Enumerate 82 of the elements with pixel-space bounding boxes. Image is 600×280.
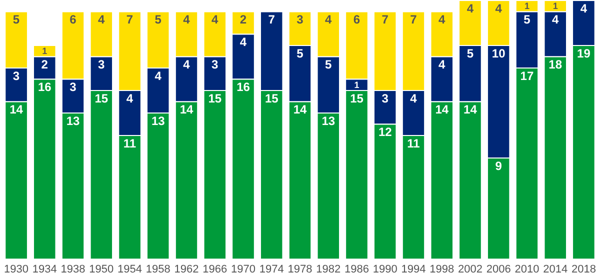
data-label: 17 (520, 68, 534, 83)
x-tick-label: 1962 (174, 263, 199, 276)
data-label: 14 (180, 102, 194, 117)
data-label: 1 (354, 80, 360, 90)
data-label: 4 (240, 35, 247, 50)
data-label: 10 (492, 46, 506, 60)
data-label: 1 (42, 46, 48, 56)
data-label: 6 (353, 12, 360, 27)
data-label: 3 (12, 68, 20, 83)
data-label: 15 (350, 91, 364, 106)
data-label: 18 (548, 58, 562, 72)
data-label: 4 (438, 12, 446, 27)
data-label: 13 (151, 114, 166, 128)
x-tick-label: 1934 (32, 263, 57, 276)
data-label: 13 (322, 114, 336, 128)
x-tick-label: 2014 (543, 263, 568, 276)
data-label: 15 (94, 91, 108, 106)
data-label: 15 (264, 91, 279, 106)
data-label: 3 (296, 12, 304, 27)
data-label: 5 (296, 46, 304, 60)
data-label: 4 (580, 1, 588, 16)
data-label: 7 (410, 12, 418, 27)
data-label: 4 (212, 12, 219, 27)
data-label: 7 (382, 12, 389, 27)
data-label: 12 (378, 125, 392, 140)
data-label: 4 (183, 12, 190, 27)
data-label: 14 (10, 102, 24, 117)
data-label: 4 (438, 58, 446, 72)
data-label: 16 (236, 80, 250, 94)
x-tick-label: 1994 (401, 263, 426, 276)
x-tick-label: 1982 (316, 263, 341, 276)
data-label: 6 (70, 12, 77, 27)
data-label: 3 (382, 91, 389, 106)
data-label: 11 (123, 136, 136, 150)
data-label: 14 (435, 102, 449, 117)
data-label: 3 (70, 80, 77, 94)
data-label: 14 (464, 102, 478, 117)
data-label: 4 (98, 12, 106, 27)
data-label: 13 (66, 114, 80, 128)
data-label: 4 (495, 1, 502, 16)
data-label: 5 (466, 46, 474, 60)
data-label: 2 (41, 58, 48, 72)
data-label: 4 (552, 12, 560, 27)
data-label: 4 (410, 91, 418, 106)
x-tick-label: 1958 (146, 263, 170, 276)
data-label: 16 (38, 80, 52, 94)
data-label: 1 (524, 1, 530, 12)
x-tick-label: 2002 (458, 263, 482, 276)
x-tick-label: 1954 (118, 263, 142, 276)
data-label: 4 (126, 91, 134, 106)
x-tick-label: 2006 (486, 263, 511, 276)
data-label: 19 (577, 46, 591, 60)
x-tick-label: 1990 (372, 263, 398, 276)
x-tick-label: 1986 (344, 263, 369, 276)
data-label: 4 (466, 1, 474, 16)
data-label: 7 (126, 12, 134, 27)
x-tick-label: 1950 (89, 263, 114, 276)
data-label: 9 (495, 158, 502, 173)
x-tick-label: 2018 (571, 263, 596, 276)
data-label: 15 (208, 91, 222, 106)
x-tick-label: 1966 (202, 263, 228, 276)
data-label: 3 (98, 58, 106, 72)
x-tick-label: 1970 (231, 263, 256, 276)
data-label: 7 (268, 12, 276, 27)
data-label: 11 (407, 136, 420, 150)
data-label: 1 (552, 1, 558, 12)
x-tick-label: 2010 (514, 263, 540, 276)
data-label: 4 (325, 12, 332, 27)
data-label: 4 (154, 68, 162, 83)
data-label: 4 (183, 58, 190, 72)
data-label: 5 (12, 12, 20, 27)
data-label: 5 (325, 58, 332, 72)
x-tick-label: 1998 (430, 263, 454, 276)
data-label: 3 (212, 58, 219, 72)
data-label: 14 (293, 102, 307, 117)
x-tick-label: 1930 (4, 263, 29, 276)
data-label: 2 (240, 12, 247, 27)
x-tick-label: 1974 (259, 263, 284, 276)
data-label: 5 (524, 12, 531, 27)
x-tick-label: 1978 (288, 263, 312, 276)
x-tick-label: 1938 (60, 263, 86, 276)
data-label: 5 (154, 12, 162, 27)
